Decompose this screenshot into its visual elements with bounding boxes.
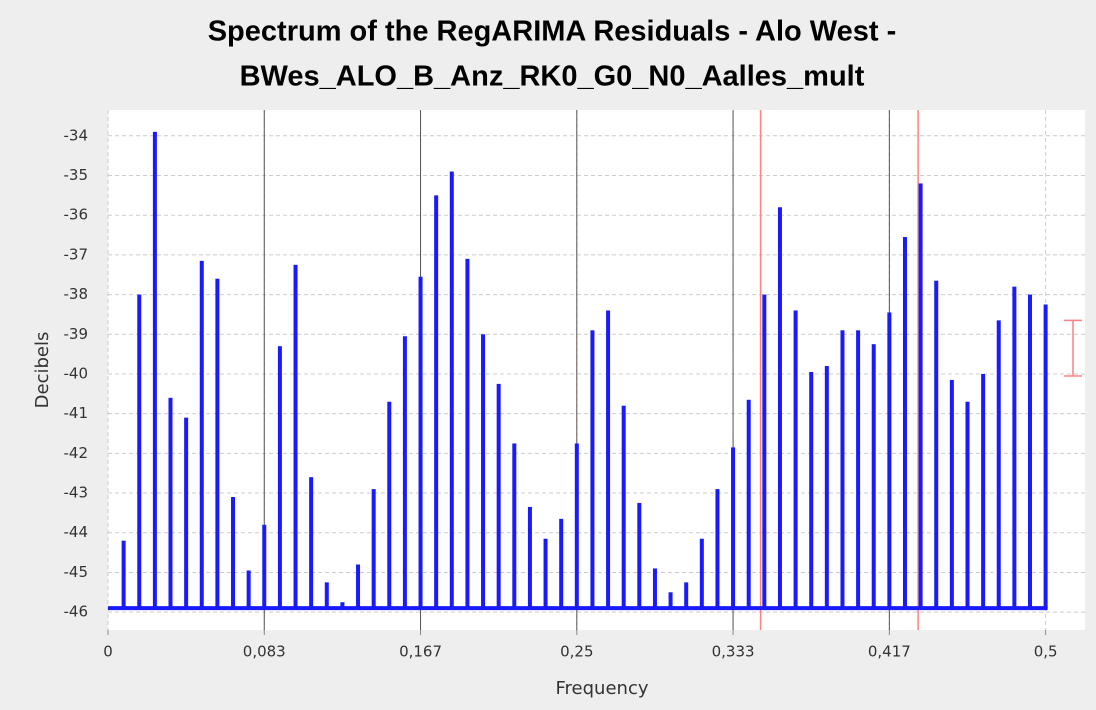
y-tick-label: -35 [64, 166, 89, 184]
bar [168, 397, 173, 609]
bar [527, 506, 532, 609]
x-tick-label: 0,167 [399, 643, 442, 661]
bar [621, 405, 626, 609]
bar [684, 582, 689, 609]
y-tick-label: -38 [64, 285, 89, 303]
bar [746, 399, 751, 609]
bar [246, 570, 251, 609]
y-tick-label: -44 [64, 523, 89, 541]
y-tick-label: -45 [64, 563, 89, 581]
y-tick-label: -34 [64, 126, 89, 144]
bar [356, 564, 361, 609]
bar [699, 538, 704, 609]
bar [574, 443, 579, 609]
bar [184, 417, 189, 609]
bar [652, 568, 657, 609]
bar [715, 489, 720, 609]
y-tick-label: -43 [64, 484, 89, 502]
bar [965, 401, 970, 609]
bar [793, 310, 798, 609]
bar [496, 383, 501, 609]
x-tick-label: 0,417 [868, 643, 911, 661]
y-tick-label: -40 [64, 364, 89, 382]
bar [809, 371, 814, 609]
bar [293, 264, 298, 609]
bar [418, 276, 423, 609]
y-tick-label: -36 [64, 206, 89, 224]
bar [762, 294, 767, 609]
bar [465, 258, 470, 609]
bar [918, 183, 923, 609]
bar [887, 312, 892, 609]
bar [215, 278, 220, 609]
y-tick-label: -42 [64, 444, 89, 462]
bar [559, 518, 564, 609]
bar [512, 443, 517, 609]
bar [668, 592, 673, 609]
bar [777, 207, 782, 609]
bar [590, 330, 595, 609]
bar [871, 344, 876, 609]
bar [824, 366, 829, 609]
bar [856, 330, 861, 609]
bar [543, 538, 548, 609]
bar [996, 320, 1001, 609]
bar [606, 310, 611, 609]
bar [981, 373, 986, 609]
y-tick-label: -41 [64, 404, 89, 422]
bar [324, 582, 329, 609]
bar [1043, 304, 1048, 609]
bar [137, 294, 142, 609]
y-axis-label: Decibels [32, 332, 53, 409]
chart-title: BWes_ALO_B_Anz_RK0_G0_N0_Aalles_mult [240, 61, 865, 93]
chart-title: Spectrum of the RegARIMA Residuals - Alo… [208, 16, 897, 48]
bar [262, 524, 267, 609]
bar [434, 195, 439, 609]
bar [340, 602, 345, 609]
x-tick-label: 0,333 [712, 643, 755, 661]
bar [840, 330, 845, 609]
bar [152, 131, 157, 609]
bar [1027, 294, 1032, 609]
x-tick-label: 0 [103, 643, 113, 661]
bar [449, 171, 454, 609]
x-tick-label: 0,083 [243, 643, 286, 661]
bar [481, 334, 486, 609]
bar [731, 447, 736, 609]
bar [902, 237, 907, 609]
x-tick-label: 0,25 [560, 643, 593, 661]
x-axis-label: Frequency [556, 678, 649, 699]
x-tick-label: 0,5 [1034, 643, 1058, 661]
bar [934, 280, 939, 609]
y-tick-label: -46 [64, 603, 89, 621]
plot-area [108, 110, 1085, 630]
bar [371, 489, 376, 609]
y-tick-label: -37 [64, 245, 89, 263]
bar [637, 502, 642, 609]
bar [402, 336, 407, 609]
bar [121, 540, 126, 609]
bar [277, 346, 282, 609]
bar [387, 401, 392, 609]
bar [309, 477, 314, 609]
bar [1012, 286, 1017, 609]
bar [199, 260, 204, 609]
bar [949, 379, 954, 609]
y-tick-label: -39 [64, 325, 89, 343]
bar [231, 497, 236, 609]
